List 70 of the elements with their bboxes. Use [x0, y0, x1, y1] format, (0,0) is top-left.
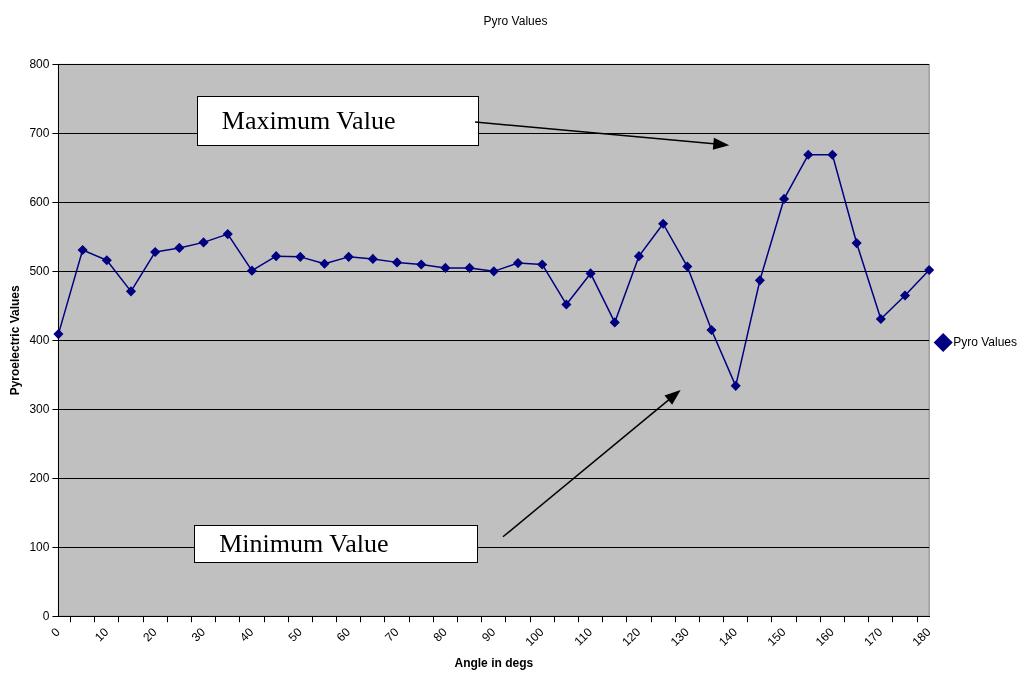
x-tick-label: 50 [285, 624, 305, 645]
point [464, 263, 475, 273]
x-tick-label: 40 [237, 624, 257, 645]
point [416, 259, 426, 270]
point [489, 266, 499, 277]
point [851, 238, 862, 248]
callout-box: Minimum Value [194, 524, 479, 564]
point [77, 245, 88, 255]
x-tick-label: 100 [522, 624, 547, 649]
x-tick-label: 90 [478, 624, 499, 645]
point [730, 381, 741, 391]
x-tick-label: 180 [909, 624, 934, 649]
point [271, 251, 281, 261]
point [682, 261, 693, 272]
point [222, 229, 233, 239]
legend-label: Pyro Values [953, 334, 1017, 349]
point [561, 299, 572, 310]
point [319, 259, 330, 269]
point [876, 314, 886, 324]
chart-title: Pyro Values [483, 13, 548, 28]
point [803, 150, 813, 160]
x-tick-label: 120 [619, 624, 644, 649]
point [150, 247, 160, 257]
x-tick-label: 110 [571, 624, 596, 649]
x-tick-label: 130 [667, 624, 692, 649]
x-tick-label: 70 [382, 624, 402, 645]
point [247, 265, 257, 276]
point [174, 243, 185, 253]
point [537, 259, 547, 270]
y-tick-label: 200 [29, 470, 50, 485]
y-tick-label: 700 [29, 125, 50, 140]
y-tick-label: 0 [42, 608, 50, 623]
x-tick-label: 80 [430, 624, 451, 645]
point [198, 237, 209, 248]
point [779, 194, 789, 204]
point [924, 265, 934, 275]
point [513, 258, 523, 268]
x-axis-title: Angle in degs [454, 656, 534, 671]
point [610, 317, 620, 328]
point [102, 255, 112, 266]
callout-box: Maximum Value [196, 95, 479, 146]
point [368, 254, 378, 264]
point [900, 290, 910, 301]
x-tick-label: 30 [188, 624, 209, 645]
y-tick-label: 400 [29, 332, 50, 347]
y-tick-label: 300 [29, 401, 50, 416]
x-tick-label: 20 [140, 624, 160, 645]
point [343, 252, 354, 262]
point [827, 150, 838, 160]
point [755, 275, 765, 286]
point [658, 219, 668, 229]
point [295, 252, 306, 262]
x-tick-label: 170 [861, 624, 886, 649]
x-tick-label: 160 [812, 624, 838, 649]
x-tick-label: 10 [91, 624, 112, 645]
y-axis-title: Pyroelectric Values [7, 284, 22, 396]
point [634, 251, 644, 261]
y-tick-label: 800 [29, 56, 50, 71]
point [706, 325, 717, 335]
point [440, 263, 451, 273]
x-tick-label: 60 [333, 624, 354, 645]
y-tick-label: 500 [29, 263, 50, 278]
y-tick-label: 100 [29, 539, 50, 554]
y-tick-label: 600 [29, 194, 50, 209]
x-tick-label: 150 [764, 624, 789, 649]
x-tick-label: 140 [716, 624, 741, 649]
point [585, 268, 596, 279]
point [392, 257, 402, 268]
x-tick-label: 0 [48, 624, 64, 640]
point [126, 286, 136, 297]
